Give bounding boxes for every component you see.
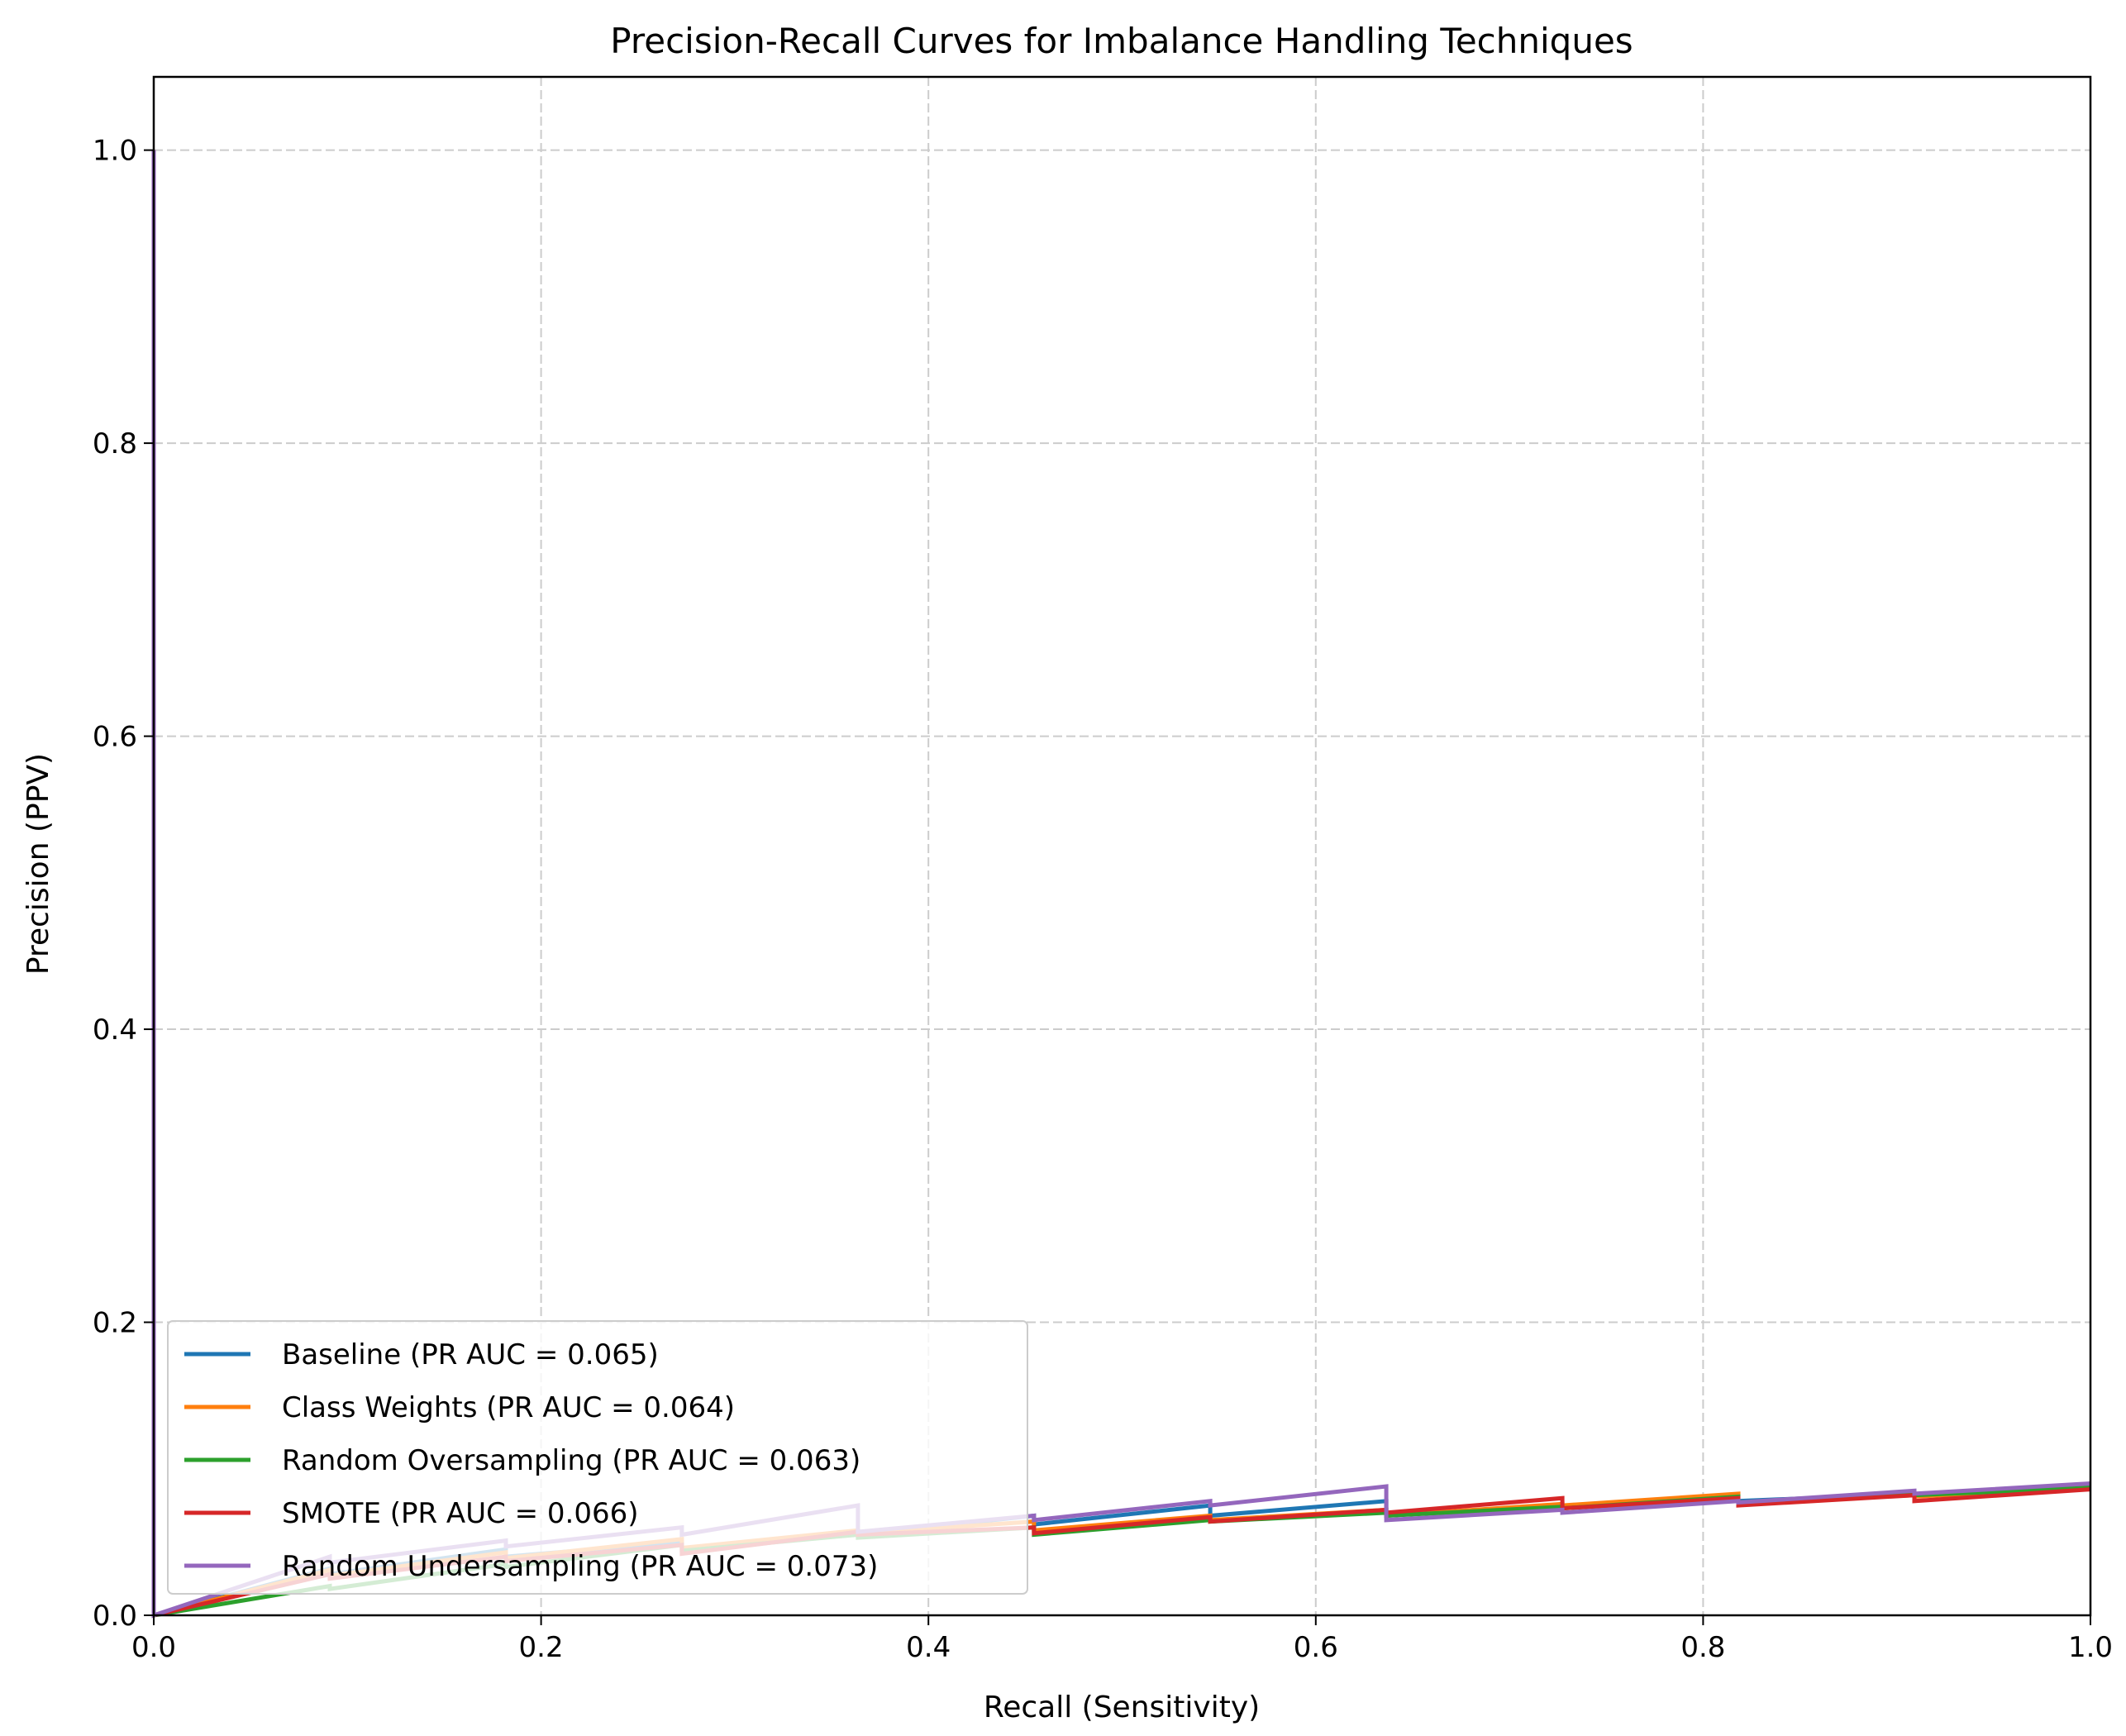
y-tick-label: 0.8: [93, 427, 137, 460]
y-tick-label: 0.0: [93, 1600, 137, 1633]
x-tick-label: 0.8: [1680, 1631, 1725, 1664]
x-tick-label: 0.2: [519, 1631, 564, 1664]
legend-label-1: Class Weights (PR AUC = 0.064): [282, 1391, 735, 1424]
legend: Baseline (PR AUC = 0.065) Class Weights (…: [167, 1320, 1028, 1595]
x-axis-label: Recall (Sensitivity): [984, 1691, 1260, 1724]
axes-frame: [152, 75, 2092, 1617]
legend-label-4: Random Undersampling (PR AUC = 0.073): [282, 1550, 878, 1583]
chart-title: Precision-Recall Curves for Imbalance Ha…: [610, 21, 1633, 61]
x-tick-label: 0.4: [906, 1631, 951, 1664]
y-tick-label: 0.4: [93, 1013, 137, 1047]
legend-label-2: Random Oversampling (PR AUC = 0.063): [282, 1444, 860, 1477]
y-tick-label: 1.0: [93, 135, 137, 168]
legend-box: [167, 1320, 1028, 1595]
x-tick-label: 1.0: [2068, 1631, 2113, 1664]
legend-label-0: Baseline (PR AUC = 0.065): [282, 1338, 659, 1371]
plot-area: 0.0 0.2 0.4 0.6 0.8 1.0 0.0 0.2 0.4 0.6 0.8 1.0: [93, 75, 2113, 1664]
y-tick-label: 0.6: [93, 721, 137, 754]
y-axis-label: Precision (PPV): [21, 753, 55, 975]
x-tick-label: 0.0: [131, 1631, 176, 1664]
y-tick-label: 0.2: [93, 1307, 137, 1340]
legend-label-3: SMOTE (PR AUC = 0.066): [282, 1497, 639, 1530]
x-tick-label: 0.6: [1294, 1631, 1338, 1664]
